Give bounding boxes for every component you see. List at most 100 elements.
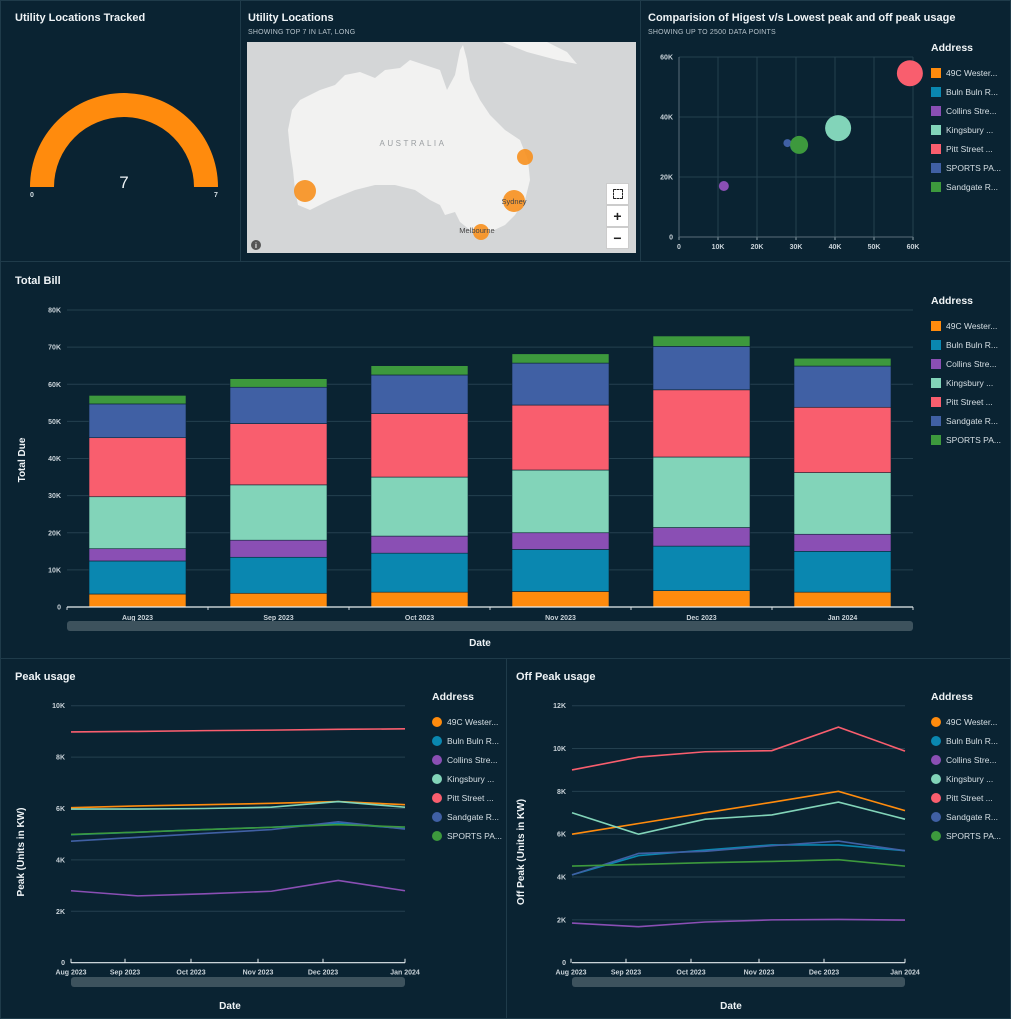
legend-item[interactable]: SPORTS PA... bbox=[931, 430, 1001, 449]
bar-segment[interactable] bbox=[652, 335, 751, 347]
bar-segment[interactable] bbox=[793, 365, 892, 408]
legend-item[interactable]: SPORTS PA... bbox=[931, 826, 1001, 845]
bar-segment[interactable] bbox=[652, 590, 751, 608]
legend-item[interactable]: Sandgate R... bbox=[931, 177, 1001, 196]
bar-segment[interactable] bbox=[652, 389, 751, 458]
bar-segment[interactable] bbox=[652, 346, 751, 391]
bar-segment[interactable] bbox=[370, 552, 469, 593]
scatter-point[interactable] bbox=[825, 115, 852, 142]
series-line[interactable] bbox=[70, 823, 406, 836]
bar-segment[interactable] bbox=[793, 472, 892, 535]
series-line[interactable] bbox=[571, 726, 906, 771]
legend-item[interactable]: Sandgate R... bbox=[432, 807, 502, 826]
location-marker[interactable] bbox=[473, 224, 489, 240]
bar-segment[interactable] bbox=[88, 403, 187, 439]
legend-item[interactable]: Kingsbury ... bbox=[432, 769, 502, 788]
bar-segment[interactable] bbox=[229, 539, 328, 558]
series-line[interactable] bbox=[571, 790, 906, 835]
legend-item[interactable]: Kingsbury ... bbox=[931, 769, 1001, 788]
series-line[interactable] bbox=[571, 801, 906, 836]
legend-item[interactable]: Pitt Street ... bbox=[931, 392, 1001, 411]
legend-item[interactable]: 49C Wester... bbox=[931, 712, 1001, 731]
bar-segment[interactable] bbox=[652, 527, 751, 547]
date-range-scrollbar[interactable] bbox=[71, 977, 405, 987]
bar-segment[interactable] bbox=[793, 551, 892, 593]
series-line[interactable] bbox=[571, 858, 906, 867]
bar-segment[interactable] bbox=[511, 591, 610, 608]
legend-item[interactable]: Collins Stre... bbox=[931, 750, 1001, 769]
series-line[interactable] bbox=[70, 728, 406, 733]
bar-segment[interactable] bbox=[88, 437, 187, 498]
legend-item[interactable]: Pitt Street ... bbox=[931, 139, 1001, 158]
series-line[interactable] bbox=[70, 879, 406, 897]
zoom-out-button[interactable]: − bbox=[606, 227, 629, 249]
bar-segment[interactable] bbox=[511, 353, 610, 364]
scatter-point[interactable] bbox=[718, 181, 729, 191]
legend-item[interactable]: Buln Buln R... bbox=[931, 335, 1001, 354]
location-marker[interactable] bbox=[503, 190, 525, 212]
bar-segment[interactable] bbox=[229, 378, 328, 388]
legend-item[interactable]: SPORTS PA... bbox=[432, 826, 502, 845]
location-marker[interactable] bbox=[294, 180, 316, 202]
location-marker[interactable] bbox=[517, 149, 533, 165]
bar-segment[interactable] bbox=[370, 535, 469, 554]
legend-item[interactable]: Buln Buln R... bbox=[931, 731, 1001, 750]
bar-segment[interactable] bbox=[370, 374, 469, 414]
bar-segment[interactable] bbox=[652, 456, 751, 528]
bar-segment[interactable] bbox=[229, 484, 328, 541]
legend-item[interactable]: SPORTS PA... bbox=[931, 158, 1001, 177]
bar-segment[interactable] bbox=[511, 404, 610, 471]
bar-segment[interactable] bbox=[88, 496, 187, 550]
bar-segment[interactable] bbox=[370, 365, 469, 376]
legend-item[interactable]: Kingsbury ... bbox=[931, 120, 1001, 139]
series-line[interactable] bbox=[70, 821, 406, 842]
fit-bounds-button[interactable] bbox=[606, 183, 629, 205]
legend-item[interactable]: Buln Buln R... bbox=[931, 82, 1001, 101]
bar-segment[interactable] bbox=[88, 560, 187, 595]
series-line[interactable] bbox=[571, 918, 906, 928]
bar-segment[interactable] bbox=[229, 423, 328, 486]
scatter-point[interactable] bbox=[783, 139, 792, 148]
bar-segment[interactable] bbox=[229, 556, 328, 594]
bar-segment[interactable] bbox=[370, 591, 469, 608]
series-line[interactable] bbox=[571, 840, 906, 876]
legend-item[interactable]: Sandgate R... bbox=[931, 411, 1001, 430]
legend-item[interactable]: 49C Wester... bbox=[931, 63, 1001, 82]
bar-segment[interactable] bbox=[652, 545, 751, 591]
legend-item[interactable]: Pitt Street ... bbox=[432, 788, 502, 807]
bar-segment[interactable] bbox=[229, 592, 328, 608]
zoom-in-button[interactable]: + bbox=[606, 205, 629, 227]
date-range-scrollbar[interactable] bbox=[67, 621, 913, 631]
bar-segment[interactable] bbox=[370, 413, 469, 478]
legend-item[interactable]: Collins Stre... bbox=[432, 750, 502, 769]
bar-segment[interactable] bbox=[793, 591, 892, 608]
legend-item[interactable]: Collins Stre... bbox=[931, 101, 1001, 120]
legend-item[interactable]: Buln Buln R... bbox=[432, 731, 502, 750]
scatter-point[interactable] bbox=[896, 60, 923, 87]
bar-segment[interactable] bbox=[511, 549, 610, 592]
bar-segment[interactable] bbox=[793, 357, 892, 367]
bar-segment[interactable] bbox=[88, 548, 187, 562]
series-line[interactable] bbox=[571, 844, 906, 876]
bar-segment[interactable] bbox=[88, 593, 187, 608]
legend-item[interactable]: 49C Wester... bbox=[432, 712, 502, 731]
bar-segment[interactable] bbox=[511, 532, 610, 550]
date-range-scrollbar[interactable] bbox=[572, 977, 905, 987]
map-canvas[interactable]: AUSTRALIA Sydney Melbourne i + − bbox=[247, 42, 636, 253]
legend-item[interactable]: Collins Stre... bbox=[931, 354, 1001, 373]
bar-segment[interactable] bbox=[511, 362, 610, 406]
bar-segment[interactable] bbox=[793, 533, 892, 552]
bar-segment[interactable] bbox=[793, 406, 892, 473]
bar-segment[interactable] bbox=[229, 386, 328, 424]
scatter-point[interactable] bbox=[790, 135, 809, 154]
bar-segment[interactable] bbox=[370, 476, 469, 537]
bar-segment[interactable] bbox=[88, 395, 187, 405]
legend-item[interactable]: Sandgate R... bbox=[931, 807, 1001, 826]
legend-item[interactable]: 49C Wester... bbox=[931, 316, 1001, 335]
x-tick-label: Aug 2023 bbox=[555, 970, 586, 977]
legend-item[interactable]: Pitt Street ... bbox=[931, 788, 1001, 807]
bar-segment[interactable] bbox=[511, 469, 610, 534]
legend-item[interactable]: Kingsbury ... bbox=[931, 373, 1001, 392]
series-line[interactable] bbox=[71, 800, 406, 810]
info-icon[interactable] bbox=[251, 240, 261, 250]
